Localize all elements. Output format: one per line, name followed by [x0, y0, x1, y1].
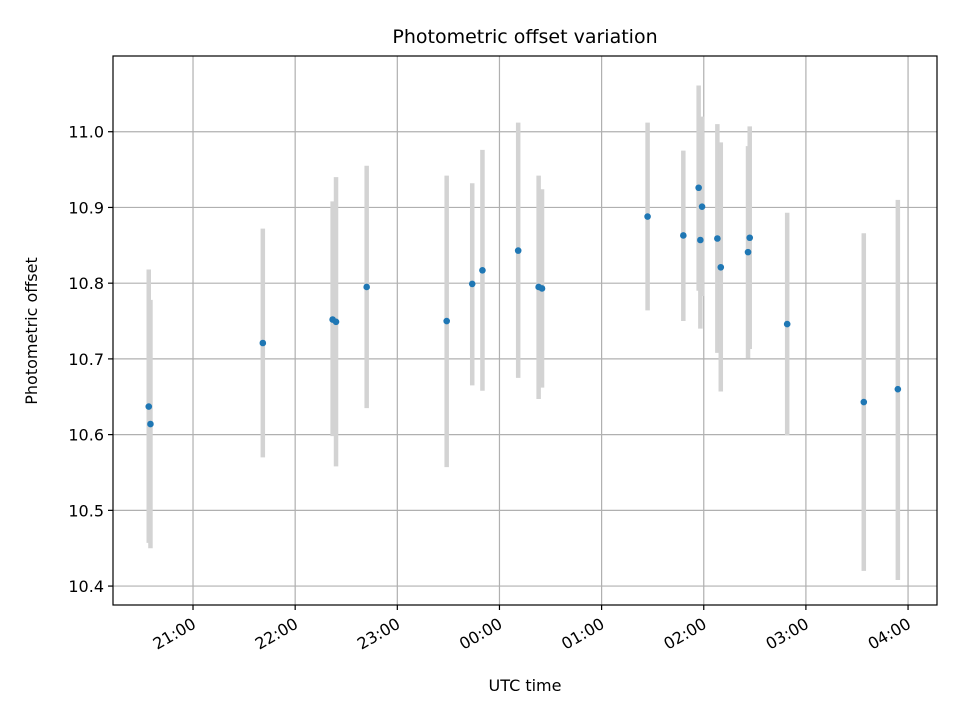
data-point [443, 317, 450, 325]
data-point [479, 266, 486, 274]
y-tick-label: 10.5 [68, 501, 104, 520]
chart-title: Photometric offset variation [392, 26, 657, 48]
y-tick-label: 10.7 [68, 350, 104, 369]
data-point [894, 385, 902, 393]
plot-frame [112, 55, 938, 606]
y-tick-label: 10.6 [68, 426, 104, 445]
data-point [680, 232, 687, 239]
data-point [697, 236, 704, 244]
data-point [714, 235, 721, 242]
data-point [145, 403, 153, 410]
y-axis-label: Photometric offset [22, 257, 41, 405]
y-tick-label: 10.4 [68, 577, 104, 596]
data-point [746, 234, 754, 242]
data-points [145, 184, 902, 428]
data-point [363, 283, 370, 291]
data-point [644, 213, 651, 220]
data-point [468, 280, 476, 288]
x-axis-label: UTC time [489, 676, 562, 695]
y-tick-label: 11.0 [68, 123, 104, 142]
data-point [717, 263, 725, 271]
data-point [698, 203, 706, 210]
y-tick-label: 10.9 [68, 198, 104, 217]
data-point [259, 339, 267, 347]
data-point [514, 247, 522, 254]
y-tick-label: 10.8 [68, 274, 104, 293]
data-point [147, 420, 154, 428]
data-point [860, 398, 868, 406]
data-point [744, 248, 752, 256]
data-point [695, 184, 702, 192]
y-axis-ticks: 10.4 10.5 10.6 10.7 10.8 10.9 11.0 [68, 123, 113, 596]
data-point [783, 320, 791, 328]
data-point [538, 285, 546, 292]
data-point [332, 318, 340, 326]
